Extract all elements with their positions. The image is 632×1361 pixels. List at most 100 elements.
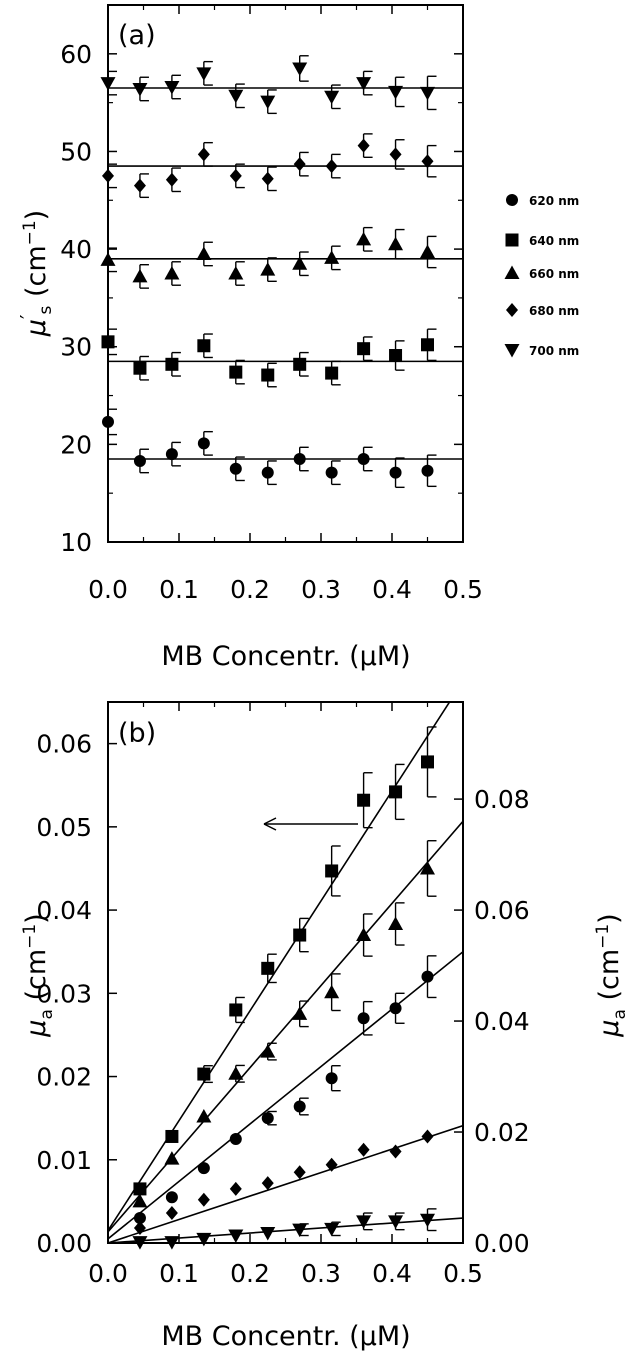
b-point-triangle-up [324, 984, 340, 999]
legend-marker-diamond [506, 303, 518, 317]
a-point-diamond [102, 168, 114, 183]
b-point-diamond [197, 1192, 210, 1207]
a-point-circle [293, 453, 306, 466]
a-point-square [389, 349, 403, 363]
a-y-tick-label: 20 [60, 430, 92, 459]
a-point-square [165, 357, 179, 371]
a-point-square [261, 368, 275, 382]
b-point-triangle-up [420, 860, 435, 875]
b-x-tick-label: 0.3 [301, 1259, 341, 1288]
b-y-tick-label: 0.02 [36, 1063, 92, 1092]
a-x-tick-label: 0.0 [88, 575, 128, 604]
b-fit-line-diamond [108, 1124, 463, 1243]
b-point-triangle-down [228, 1229, 244, 1244]
a-point-triangle-up [164, 266, 180, 280]
b-point-triangle-down [388, 1215, 404, 1229]
b-y-tick-label-right: 0.02 [474, 1118, 530, 1147]
b-y-tick-label-right: 0.04 [474, 1007, 530, 1036]
a-y-tick-label: 60 [60, 40, 92, 69]
panel-a-ticks: 0.0 0.1 0.2 0.3 0.4 0.5 10 20 30 40 50 60 [60, 4, 483, 604]
b-point-circle [293, 1100, 306, 1113]
a-x-tick-label: 0.4 [372, 575, 412, 604]
b-x-tick-label: 0.2 [230, 1259, 270, 1288]
panel-b-plot-frame [107, 701, 464, 1244]
a-point-triangle-down [132, 82, 148, 97]
b-point-square [389, 785, 403, 799]
a-x-tick-label: 0.5 [443, 575, 483, 604]
b-y-tick-label-right: 0.06 [474, 896, 530, 925]
b-point-circle [197, 1162, 210, 1175]
b-point-square [421, 755, 434, 769]
panel-a: (a) 0.0 0.1 0.2 0.3 0.4 0.5 10 20 30 40 50 60 μ′s (… [16, 4, 579, 672]
a-point-diamond [133, 178, 146, 193]
b-point-circle [325, 1072, 338, 1085]
a-point-circle [102, 415, 114, 428]
a-point-diamond [357, 138, 370, 153]
b-fit-line-square [108, 702, 451, 1231]
a-point-square [133, 361, 147, 375]
a-point-circle [261, 466, 274, 479]
b-point-triangle-down [420, 1213, 435, 1228]
legend-label-640: 640 nm [529, 234, 579, 248]
a-point-circle [197, 437, 210, 450]
a-point-triangle-up [132, 268, 148, 283]
b-y-tick-label: 0.03 [36, 979, 92, 1008]
a-point-circle [389, 466, 402, 479]
annotation-arrow-left [263, 817, 358, 831]
a-point-triangle-down [324, 90, 340, 105]
panel-a-marks [100, 55, 463, 489]
a-y-tick-label: 40 [60, 235, 92, 264]
panel-b-label: (b) [118, 718, 156, 749]
a-point-diamond [229, 168, 242, 183]
panel-b-y-axis-title-right: μa (cm−1) [593, 913, 630, 1037]
a-x-tick-label: 0.2 [230, 575, 270, 604]
b-point-triangle-up [356, 927, 372, 942]
b-point-square [325, 864, 339, 878]
legend-label-680: 680 nm [529, 304, 579, 318]
a-point-triangle-up [260, 262, 276, 276]
a-point-triangle-down [356, 77, 372, 91]
b-point-circle [229, 1132, 242, 1145]
panel-a-legend: 620 nm 640 nm 660 nm 680 nm 700 nm [504, 194, 579, 358]
b-y-tick-label-right: 0.00 [474, 1229, 530, 1258]
a-point-triangle-up [388, 236, 404, 251]
b-fit-line-triangle-up [108, 820, 463, 1233]
a-point-triangle-up [420, 244, 435, 259]
b-y-tick-label-right: 0.08 [474, 785, 530, 814]
b-point-triangle-down [324, 1222, 340, 1237]
b-point-triangle-up [196, 1108, 212, 1123]
a-point-square [325, 366, 339, 380]
b-point-triangle-down [196, 1232, 212, 1247]
a-point-circle [165, 448, 178, 461]
legend-marker-triangle-up [504, 265, 520, 279]
a-point-diamond [421, 154, 434, 169]
a-point-triangle-down [420, 86, 435, 101]
panel-b-y-axis-title-left: μa (cm−1) [20, 913, 57, 1037]
panel-b-ticks: 0.0 0.1 0.2 0.3 0.4 0.50.000.010.020.030.040.… [36, 702, 530, 1288]
b-x-tick-label: 0.0 [88, 1259, 128, 1288]
b-point-triangle-up [292, 1006, 308, 1020]
b-point-triangle-up [228, 1066, 244, 1080]
b-point-diamond [325, 1157, 338, 1172]
b-point-triangle-up [260, 1044, 276, 1058]
a-point-circle [133, 454, 146, 467]
a-y-tick-label: 50 [60, 137, 92, 166]
b-x-tick-label: 0.4 [372, 1259, 412, 1288]
a-point-square [293, 357, 307, 371]
a-y-tick-label: 10 [60, 528, 92, 557]
panel-b: (b) 0.0 0.1 0.2 0.3 0.4 0.50.000.010.020.030.… [20, 701, 630, 1352]
b-point-square [165, 1129, 179, 1143]
a-point-square [421, 338, 434, 352]
panel-b-x-axis-title: MB Concentr. (μM) [161, 1321, 410, 1352]
b-y-tick-label: 0.04 [36, 896, 92, 925]
a-point-circle [325, 466, 338, 479]
b-point-circle [421, 970, 434, 983]
a-point-triangle-up [196, 246, 212, 260]
b-point-triangle-up [388, 916, 404, 930]
a-point-diamond [325, 159, 338, 174]
a-point-triangle-up [100, 252, 116, 266]
a-point-diamond [261, 171, 274, 186]
b-point-diamond [229, 1181, 242, 1196]
b-point-square [229, 1003, 243, 1017]
